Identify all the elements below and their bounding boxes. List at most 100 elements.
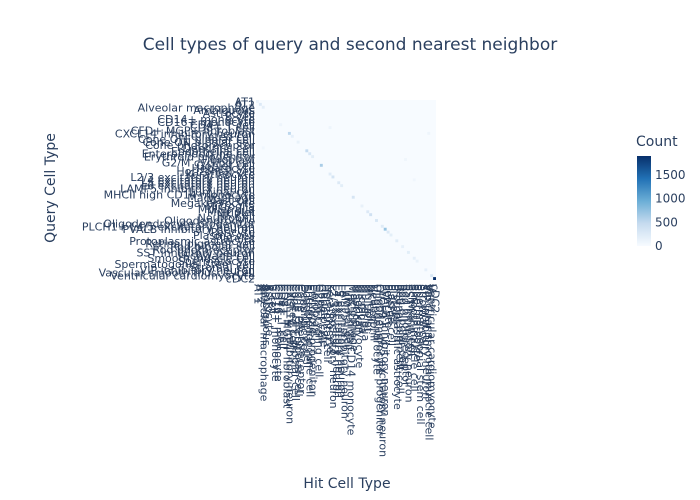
heatmap-cell bbox=[369, 213, 373, 217]
y-tick-label: Goblet cell bbox=[196, 159, 255, 172]
x-tick-label: Erythroid progenitor bbox=[307, 284, 320, 396]
heatmap-cell bbox=[383, 227, 387, 231]
heatmap-cell bbox=[401, 245, 405, 249]
y-tick-label: Macrophage bbox=[187, 191, 255, 204]
x-tick-label: Ciliated cell bbox=[286, 284, 299, 348]
y-tick-label: Multiplet bbox=[207, 206, 256, 219]
x-tick-label: Dendritic cell bbox=[298, 284, 311, 357]
heatmap-cell bbox=[328, 126, 332, 130]
y-tick-label: Mast cell bbox=[206, 194, 255, 207]
heatmap-cell bbox=[261, 146, 265, 150]
x-tick-label: Stromal cell bbox=[417, 284, 430, 349]
heatmap-cell bbox=[337, 181, 341, 185]
x-tick-label: Vascular smooth muscle cell bbox=[423, 284, 436, 440]
y-tick-label: Alveolar macrophage bbox=[138, 101, 256, 114]
heatmap-cell bbox=[427, 131, 431, 135]
y-tick-label: Rod photoreceptor bbox=[153, 244, 256, 257]
chart-title: Cell types of query and second nearest n… bbox=[143, 35, 557, 55]
y-tick-label: Luminal cell bbox=[189, 185, 255, 198]
y-tick-label: Fibroblast bbox=[202, 154, 256, 167]
colorbar-tick-label: 0 bbox=[655, 239, 663, 253]
x-tick-label: Hepatocyte bbox=[318, 284, 331, 348]
x-tick-label: L5 excitatory neuron bbox=[333, 284, 346, 398]
x-tick-label: Horizontal cell bbox=[321, 284, 334, 363]
heatmap-cell bbox=[305, 149, 309, 153]
x-tick-label: Muller glia bbox=[359, 284, 372, 341]
heatmap-cell bbox=[366, 210, 370, 214]
y-tick-label: L5 excitatory neuron bbox=[141, 177, 255, 190]
x-tick-label: Retinal pigment cell bbox=[394, 284, 407, 394]
y-tick-label: Ciliated cell bbox=[191, 130, 255, 143]
plot-area bbox=[256, 100, 436, 280]
x-tick-label: Ambiguous bbox=[260, 284, 273, 346]
x-tick-label: CFD+ MGP+ fibroblast bbox=[280, 284, 293, 409]
x-tick-label: VIP inhibitory neuron bbox=[420, 284, 433, 399]
heatmap-cell bbox=[415, 259, 419, 263]
x-tick-label: Macrophage bbox=[347, 284, 360, 352]
colorbar-tick-label: 500 bbox=[655, 215, 678, 229]
y-tick-label: Astrocyte bbox=[203, 107, 255, 120]
x-tick-label: Cone ON bipolar cell bbox=[292, 284, 305, 397]
heatmap-cell bbox=[279, 123, 283, 127]
heatmap-cell bbox=[287, 131, 291, 135]
x-tick-label: Spermatocyte bbox=[411, 284, 424, 361]
x-tick-label: Megakaryocyte bbox=[353, 284, 366, 369]
heatmap-cell bbox=[433, 277, 436, 280]
colorbar-gradient bbox=[637, 156, 651, 246]
heatmap-cell bbox=[375, 219, 378, 222]
colorbar: Count 0 500 1000 1500 bbox=[636, 134, 686, 253]
heatmap-cell bbox=[258, 102, 262, 106]
heatmap-cell bbox=[386, 230, 390, 234]
y-tick-label: Retinal pigment cell bbox=[145, 238, 255, 251]
x-tick-label: CD14+ monocyte bbox=[269, 284, 282, 382]
y-tick-label: Enteroendocrine cell bbox=[142, 148, 255, 161]
x-tick-label: LAMP5 inhibitory neuron bbox=[339, 284, 352, 419]
y-tick-label: Megakaryocyte bbox=[171, 197, 256, 210]
heatmap-cell bbox=[351, 195, 355, 199]
heatmap-cell bbox=[290, 134, 294, 138]
x-tick-label: Alveolar macrophage bbox=[257, 284, 270, 402]
x-tick-label: Schwann cell bbox=[405, 284, 418, 356]
x-tick-label: Oligodendrocyte bbox=[370, 284, 383, 375]
y-tick-label: G2/M cycling cell bbox=[162, 156, 255, 169]
y-tick-label: LAMP5 inhibitory neuron bbox=[120, 183, 255, 196]
y-tick-label: B cell bbox=[225, 110, 255, 123]
y-tick-label: CD16+ monocyte bbox=[157, 116, 255, 129]
y-tick-label: SST inhibitory neuron bbox=[136, 246, 255, 259]
heatmap-cell bbox=[319, 163, 323, 167]
x-tick-label: Protoplasmic astrocyte bbox=[391, 284, 404, 410]
y-tick-label: CD8+ T cell bbox=[190, 122, 255, 135]
x-tick-label: CXCL14 inhibitory neuron bbox=[283, 284, 296, 424]
heatmap-cell bbox=[296, 140, 300, 144]
heatmap-cell bbox=[389, 233, 393, 237]
y-tick-label: Spermatocyte bbox=[178, 255, 255, 268]
heatmap-cell bbox=[360, 204, 364, 208]
x-tick-label: AT1 bbox=[251, 284, 264, 304]
heatmap-cell bbox=[412, 178, 416, 182]
y-tick-label: Plasma cell bbox=[193, 229, 255, 242]
y-tick-label: CD14+ monocyte bbox=[157, 113, 255, 126]
x-tick-label: Multiplet bbox=[362, 284, 375, 333]
y-tick-label: Pericyte bbox=[211, 226, 255, 239]
heatmap-cell bbox=[261, 105, 265, 109]
y-tick-label: Cone ON bipolar cell bbox=[142, 136, 255, 149]
heatmap-cell bbox=[331, 175, 335, 179]
x-tick-label: SST inhibitory neuron bbox=[402, 284, 415, 403]
x-tick-label: NK cell bbox=[365, 284, 378, 322]
y-tick-label: L2/3 excitatory neuron bbox=[130, 171, 255, 184]
x-tick-label: Pericyte bbox=[382, 284, 395, 328]
y-tick-label: Hepatocyte bbox=[192, 162, 256, 175]
y-tick-label: Ventricular cardiomyocyte bbox=[110, 270, 255, 283]
heatmap-cell bbox=[311, 155, 315, 159]
x-tick-label: Endothelial cell bbox=[301, 284, 314, 368]
y-tick-label: Neutrophil bbox=[198, 212, 255, 225]
heatmap-background bbox=[256, 100, 436, 280]
y-tick-label: Rod bipolar cell bbox=[170, 241, 255, 254]
heatmap-cell bbox=[404, 158, 407, 161]
x-tick-label: cDC2 bbox=[429, 284, 442, 313]
x-tick-label: L6 excitatory neuron bbox=[336, 284, 349, 398]
y-tick-label: Muller glia bbox=[198, 203, 255, 216]
y-tick-label: L6 excitatory neuron bbox=[141, 180, 255, 193]
